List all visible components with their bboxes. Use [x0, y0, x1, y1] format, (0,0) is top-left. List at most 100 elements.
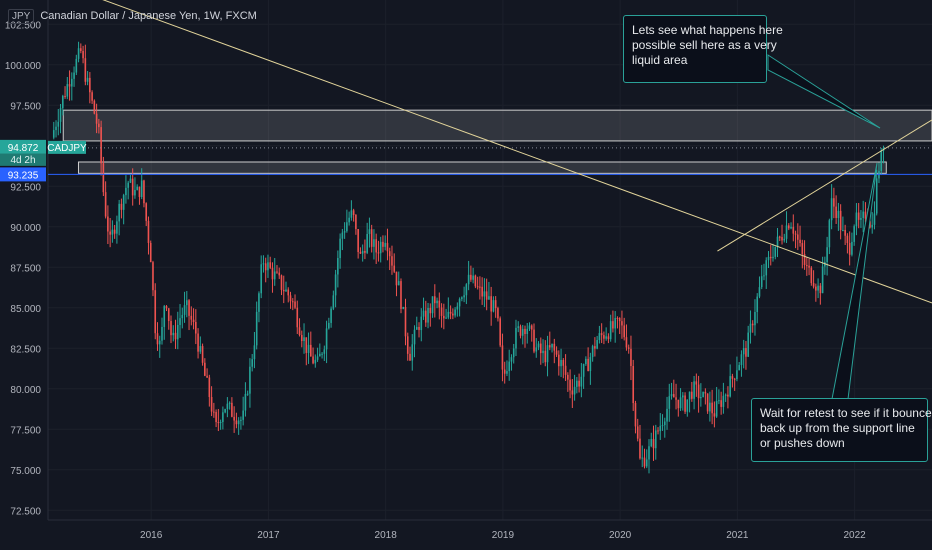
candle-body: [794, 233, 797, 235]
annotation-bottom[interactable]: Wait for retest to see if it bounces bac…: [751, 398, 932, 462]
candle-body: [165, 306, 168, 309]
candle-body: [409, 353, 411, 361]
candle-body: [616, 318, 619, 320]
candle-body: [77, 48, 80, 59]
line-price-label: 93.235: [8, 170, 39, 181]
candle-body: [433, 296, 436, 304]
candle-body: [278, 272, 281, 276]
candle-body: [670, 394, 673, 397]
candle-body: [729, 376, 731, 397]
x-tick-label: 2018: [375, 530, 398, 541]
candle-body: [826, 247, 828, 263]
candle-body: [558, 354, 560, 367]
candle-body: [125, 187, 127, 196]
candle-body: [224, 409, 226, 413]
candle-body: [213, 411, 215, 413]
candle-body: [625, 337, 628, 348]
candle-body: [776, 236, 779, 247]
candle-body: [738, 365, 740, 371]
annotation-top-line: liquid area: [632, 53, 688, 67]
candle-body: [388, 251, 391, 257]
candle-body: [291, 301, 294, 303]
candle-body: [75, 58, 78, 73]
candle-body: [222, 412, 224, 422]
currency-badge[interactable]: JPY: [8, 8, 35, 24]
candle-body: [519, 326, 522, 336]
candle-body: [303, 337, 305, 342]
candle-body: [846, 235, 849, 243]
candle-body: [848, 242, 851, 255]
candle-body: [273, 271, 276, 280]
candle-body: [443, 315, 445, 319]
candle-body: [59, 108, 62, 122]
candle-body: [170, 320, 172, 336]
candle-body: [747, 332, 750, 357]
candle-body: [237, 420, 240, 425]
candle-body: [643, 457, 646, 467]
candle-body: [147, 220, 150, 243]
candle-body: [630, 348, 632, 366]
candle-body: [830, 198, 833, 221]
candle-body: [400, 281, 402, 309]
candle-body: [875, 178, 878, 214]
candle-body: [833, 198, 835, 207]
candle-body: [368, 229, 371, 234]
candle-body: [185, 300, 188, 306]
candle-body: [280, 275, 283, 290]
candle-body: [682, 395, 684, 398]
candle-body: [567, 374, 569, 380]
candle-body: [537, 343, 540, 348]
candle-body: [370, 229, 373, 247]
candle-body: [201, 346, 204, 363]
candle-body: [181, 314, 184, 319]
candle-body: [309, 344, 312, 357]
candle-body: [765, 260, 768, 276]
candle-body: [591, 346, 594, 358]
candle-body: [470, 274, 472, 280]
candle-body: [337, 258, 339, 275]
candle-body: [215, 412, 217, 423]
candle-body: [763, 275, 765, 277]
candle-body: [235, 420, 238, 425]
symbol-title[interactable]: Canadian Dollar / Japanese Yen, 1W, FXCM: [40, 10, 257, 22]
candle-body: [844, 229, 846, 236]
candle-body: [767, 256, 770, 261]
candle-body: [787, 225, 790, 229]
candle-body: [314, 359, 317, 364]
candle-body: [614, 318, 616, 329]
candle-body: [736, 370, 738, 379]
candle-body: [332, 295, 335, 309]
annotation-top[interactable]: Lets see what happens here possible sell…: [623, 15, 783, 83]
candle-body: [452, 313, 454, 316]
candle-body: [706, 393, 709, 412]
candle-body: [226, 403, 229, 410]
candle-body: [760, 276, 763, 288]
candle-body: [357, 229, 359, 252]
x-axis: 2016 2017 2018 2019 2020 2021 2022: [140, 530, 866, 541]
candle-body: [855, 212, 858, 227]
candle-body: [289, 295, 292, 302]
candle-body: [154, 290, 157, 334]
candle-body: [711, 402, 713, 414]
candle-body: [436, 300, 438, 304]
candle-body: [350, 210, 353, 218]
trendlines: [48, 0, 932, 304]
candle-body: [806, 265, 808, 267]
candle-body: [463, 295, 465, 298]
candle-body: [751, 323, 754, 326]
candle-body: [84, 58, 87, 82]
candle-body: [871, 224, 874, 228]
candle-body: [298, 327, 301, 336]
candle-body: [134, 189, 136, 196]
candle-body: [524, 328, 526, 335]
candle-body: [343, 231, 346, 233]
zones: [62, 109, 932, 174]
candle-body: [422, 310, 425, 317]
candle-body: [384, 242, 387, 247]
candle-body: [650, 439, 653, 447]
candle-body: [488, 296, 490, 300]
candle-body: [149, 242, 152, 263]
candle-body: [158, 340, 161, 345]
